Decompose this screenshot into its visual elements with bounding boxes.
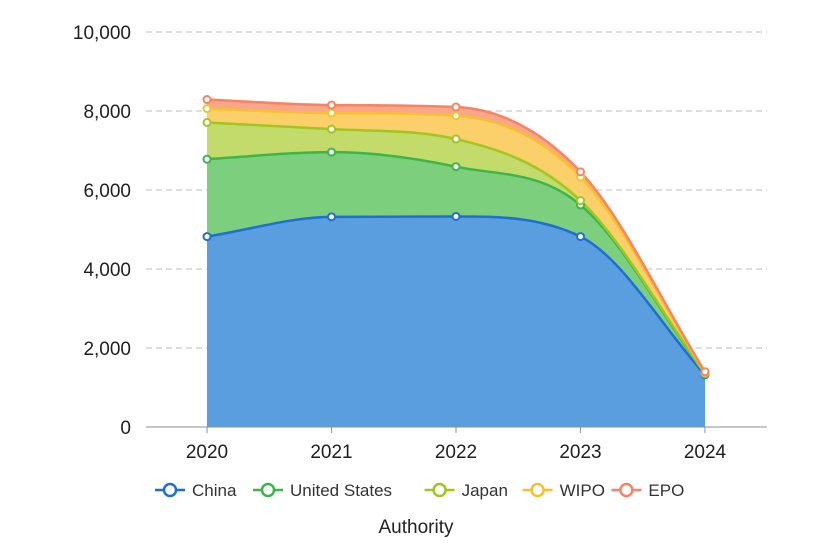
y-tick-label: 8,000 xyxy=(83,102,131,123)
point-china xyxy=(204,233,211,240)
y-tick-label: 6,000 xyxy=(83,181,131,202)
point-japan xyxy=(453,136,460,143)
legend-item-japan: Japan xyxy=(425,481,508,500)
x-axis: 2020 2021 2022 2023 2024 xyxy=(146,427,767,463)
legend-swatch-marker xyxy=(164,484,176,496)
point-wipo xyxy=(328,109,335,116)
point-epo xyxy=(577,168,584,175)
point-china xyxy=(328,213,335,220)
point-epo xyxy=(204,96,211,103)
x-tick-label: 2021 xyxy=(310,442,352,463)
legend-item-epo: EPO xyxy=(611,481,684,500)
point-japan xyxy=(328,126,335,133)
stacked-area-chart: 2020 2021 2022 2023 2024 0 2,000 4,000 6,000 8,0… xyxy=(0,0,832,558)
legend-item-united-states: United States xyxy=(253,481,392,500)
point-wipo xyxy=(453,112,460,119)
point-wipo xyxy=(204,105,211,112)
point-china xyxy=(577,233,584,240)
legend-swatch-marker xyxy=(262,484,274,496)
x-tick-label: 2022 xyxy=(435,442,477,463)
point-epo xyxy=(453,104,460,111)
legend-item-wipo: WIPO xyxy=(523,481,605,500)
legend-swatch-marker xyxy=(620,484,632,496)
legend: China United States Japan WIPO EPO xyxy=(155,481,684,500)
point-epo xyxy=(702,368,709,375)
point-epo xyxy=(328,102,335,109)
x-axis-title: Authority xyxy=(379,517,454,538)
y-tick-label: 10,000 xyxy=(73,23,131,44)
y-tick-label: 4,000 xyxy=(83,260,131,281)
y-tick-label: 0 xyxy=(120,418,131,439)
point-united-states xyxy=(328,149,335,156)
y-axis: 0 2,000 4,000 6,000 8,000 10,000 xyxy=(73,23,131,439)
legend-label: China xyxy=(192,481,237,500)
legend-label: United States xyxy=(290,481,392,500)
y-tick-label: 2,000 xyxy=(83,339,131,360)
point-united-states xyxy=(204,156,211,163)
legend-item-china: China xyxy=(155,481,237,500)
legend-swatch-marker xyxy=(532,484,544,496)
x-tick-label: 2020 xyxy=(186,442,228,463)
legend-label: EPO xyxy=(648,481,684,500)
point-japan xyxy=(204,119,211,126)
x-tick-label: 2024 xyxy=(684,442,727,463)
point-united-states xyxy=(453,163,460,170)
point-japan xyxy=(577,197,584,204)
point-china xyxy=(453,213,460,220)
legend-swatch-marker xyxy=(434,484,446,496)
legend-label: WIPO xyxy=(560,481,605,500)
x-tick-label: 2023 xyxy=(559,442,601,463)
legend-label: Japan xyxy=(462,481,508,500)
